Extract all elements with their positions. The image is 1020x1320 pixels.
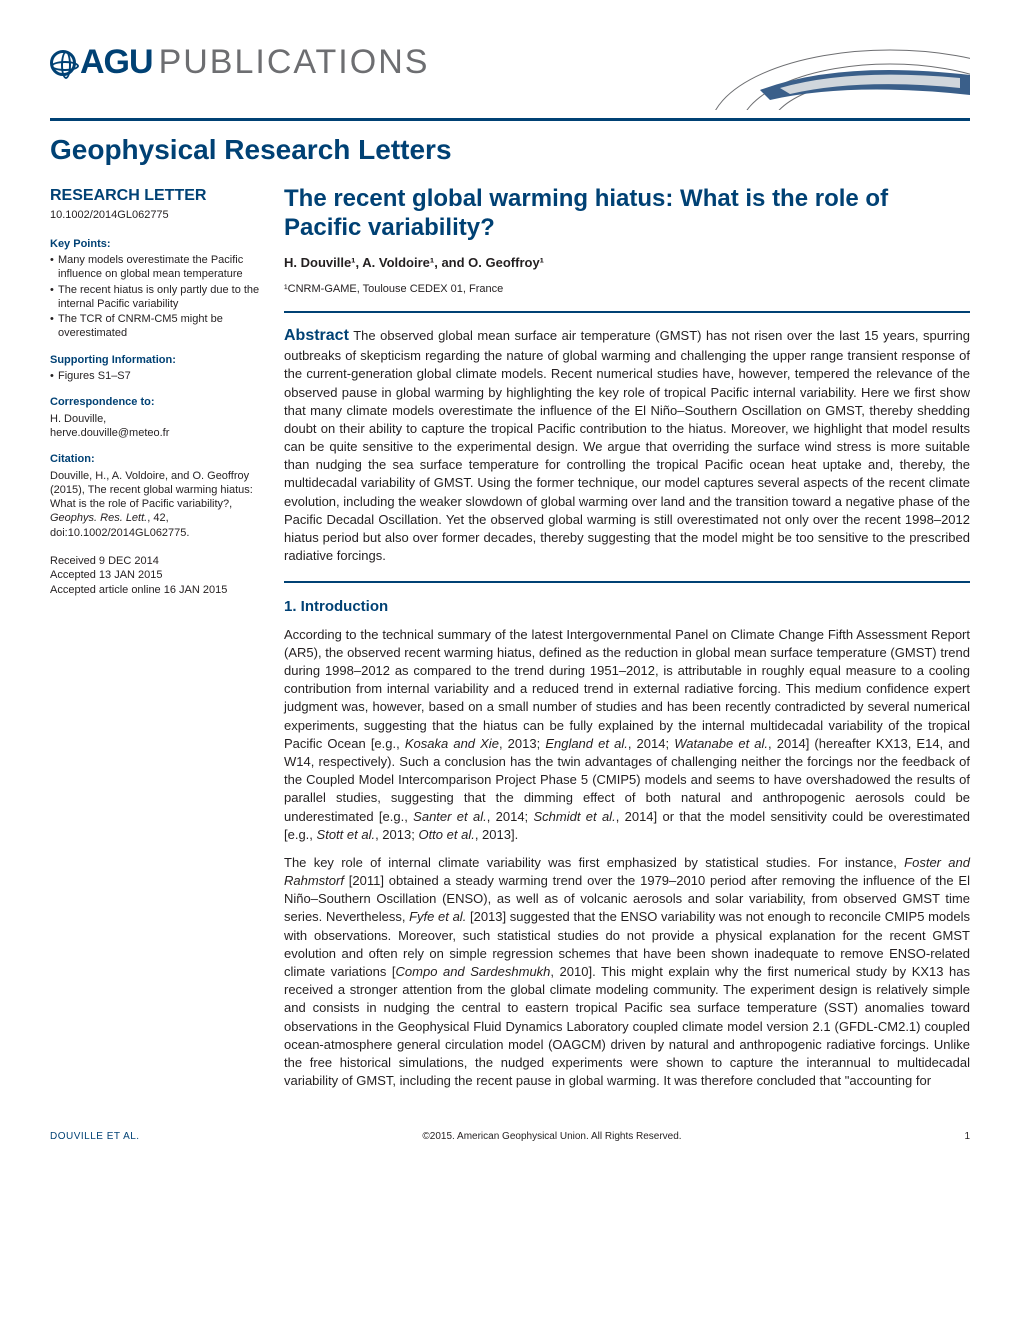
- text-run: , 2013;: [375, 827, 418, 842]
- text-run: , 2013;: [499, 736, 545, 751]
- supporting-item: Figures S1–S7: [50, 369, 260, 383]
- supporting-label: Supporting Information:: [50, 353, 260, 367]
- key-point: The recent hiatus is only partly due to …: [50, 283, 260, 312]
- header-row: AGU PUBLICATIONS: [50, 40, 970, 110]
- citation-ref: Compo and Sardeshmukh: [396, 964, 551, 979]
- top-rule: [50, 118, 970, 121]
- intro-para-1: According to the technical summary of th…: [284, 626, 970, 844]
- footer-copyright: ©2015. American Geophysical Union. All R…: [422, 1130, 681, 1144]
- key-points-label: Key Points:: [50, 237, 260, 251]
- content-columns: RESEARCH LETTER 10.1002/2014GL062775 Key…: [50, 185, 970, 1101]
- dates-block: Received 9 DEC 2014 Accepted 13 JAN 2015…: [50, 554, 260, 597]
- supporting-list: Figures S1–S7: [50, 369, 260, 383]
- citation-ref: Schmidt et al.: [534, 809, 616, 824]
- rule-above-abstract: [284, 311, 970, 313]
- citation-ref: Kosaka and Xie: [405, 736, 499, 751]
- date-received: Received 9 DEC 2014: [50, 554, 260, 568]
- agu-mark: AGU: [50, 40, 153, 86]
- intro-para-2: The key role of internal climate variabi…: [284, 854, 970, 1090]
- citation-text: Douville, H., A. Voldoire, and O. Geoffr…: [50, 469, 260, 540]
- footer-page-number: 1: [964, 1130, 970, 1144]
- header-globe-graphic: [690, 40, 970, 110]
- article-title: The recent global warming hiatus: What i…: [284, 185, 970, 243]
- citation-journal: Geophys. Res. Lett.: [50, 512, 147, 524]
- rule-below-abstract: [284, 581, 970, 583]
- text-run: The key role of internal climate variabi…: [284, 855, 904, 870]
- affiliation: ¹CNRM-GAME, Toulouse CEDEX 01, France: [284, 282, 970, 297]
- publisher-logo: AGU PUBLICATIONS: [50, 40, 429, 86]
- doi: 10.1002/2014GL062775: [50, 208, 260, 222]
- globe-icon: [50, 50, 76, 76]
- citation-ref: Fyfe et al.: [409, 909, 466, 924]
- journal-title: Geophysical Research Letters: [50, 131, 970, 169]
- citation-ref: Watanabe et al.: [674, 736, 768, 751]
- authors: H. Douville¹, A. Voldoire¹, and O. Geoff…: [284, 254, 970, 272]
- abstract-body: The observed global mean surface air tem…: [284, 328, 970, 563]
- key-points-list: Many models overestimate the Pacific inf…: [50, 253, 260, 341]
- text-run: , 2014;: [628, 736, 674, 751]
- page-root: AGU PUBLICATIONS Geophysical Research Le…: [0, 0, 1020, 1174]
- date-online: Accepted article online 16 JAN 2015: [50, 583, 260, 597]
- citation-part: Douville, H., A. Voldoire, and O. Geoffr…: [50, 470, 253, 511]
- abstract-block: Abstract The observed global mean surfac…: [284, 325, 970, 566]
- page-footer: DOUVILLE ET AL. ©2015. American Geophysi…: [50, 1130, 970, 1144]
- agu-text: AGU: [80, 40, 153, 86]
- key-point: Many models overestimate the Pacific inf…: [50, 253, 260, 282]
- citation-ref: England et al.: [545, 736, 628, 751]
- citation-label: Citation:: [50, 452, 260, 466]
- footer-authors: DOUVILLE ET AL.: [50, 1130, 140, 1144]
- section-1-heading: 1. Introduction: [284, 597, 970, 617]
- correspondence-name: H. Douville,: [50, 412, 260, 426]
- authors-text: H. Douville¹, A. Voldoire¹, and O. Geoff…: [284, 255, 544, 270]
- citation-ref: Santer et al.: [413, 809, 487, 824]
- article-type: RESEARCH LETTER: [50, 185, 260, 207]
- correspondence-label: Correspondence to:: [50, 395, 260, 409]
- text-run: According to the technical summary of th…: [284, 627, 970, 751]
- correspondence-email: herve.douville@meteo.fr: [50, 426, 260, 440]
- text-run: , 2013].: [475, 827, 518, 842]
- publications-word: PUBLICATIONS: [159, 40, 430, 86]
- key-point: The TCR of CNRM-CM5 might be overestimat…: [50, 312, 260, 341]
- sidebar: RESEARCH LETTER 10.1002/2014GL062775 Key…: [50, 185, 260, 1101]
- main-column: The recent global warming hiatus: What i…: [284, 185, 970, 1101]
- date-accepted: Accepted 13 JAN 2015: [50, 568, 260, 582]
- citation-ref: Stott et al.: [317, 827, 376, 842]
- text-run: , 2010]. This might explain why the firs…: [284, 964, 970, 1088]
- abstract-label: Abstract: [284, 327, 349, 344]
- citation-ref: Otto et al.: [418, 827, 474, 842]
- text-run: , 2014;: [487, 809, 534, 824]
